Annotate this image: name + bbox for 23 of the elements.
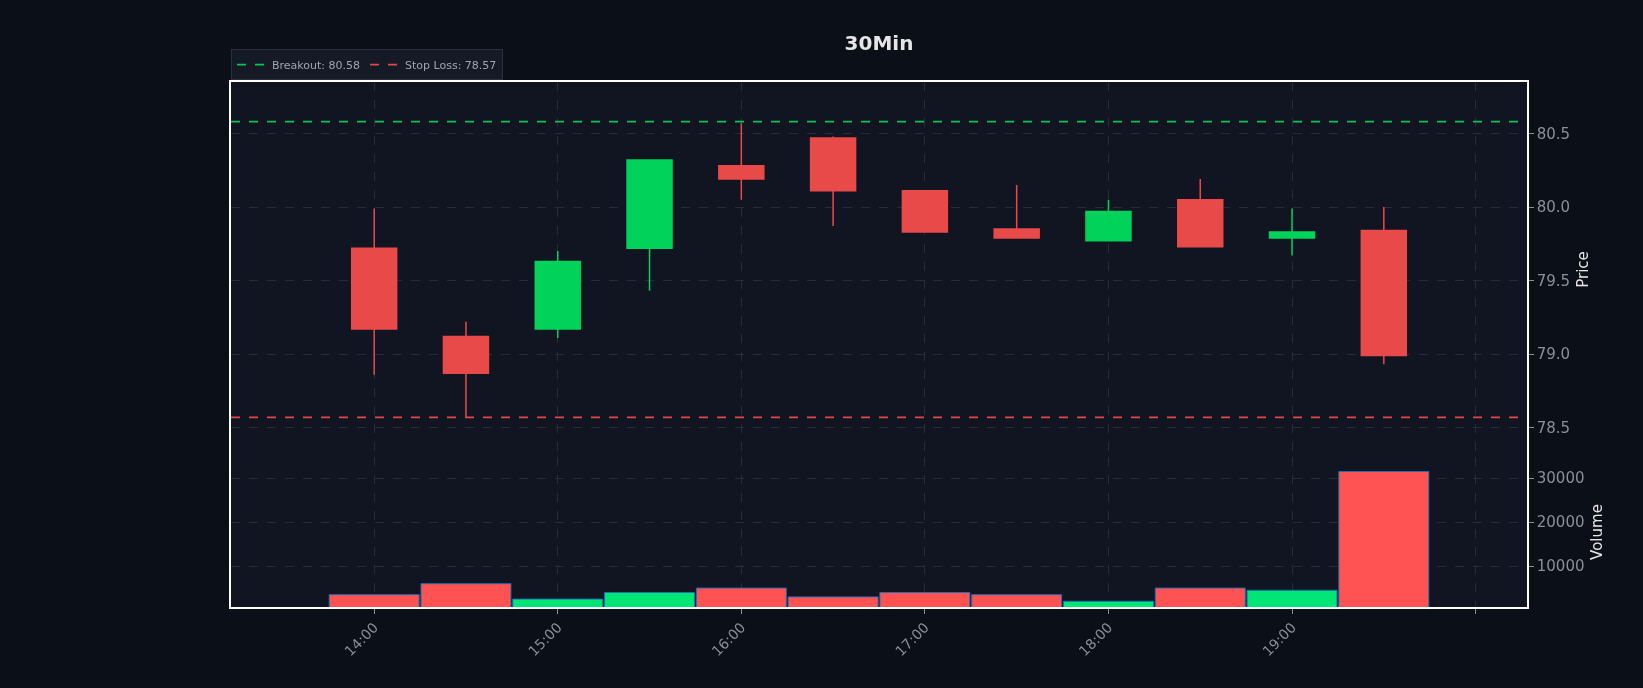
candlestick [1177, 178, 1224, 248]
candlestick [901, 190, 949, 233]
legend-label: Stop Loss: 78.57 [405, 58, 497, 72]
y-tick-label: 30000 [1536, 469, 1585, 488]
chart-title: 30Min [844, 31, 914, 55]
candlestick [993, 184, 1040, 239]
y-tick-label: 80.5 [1536, 124, 1571, 143]
candlestick [534, 250, 581, 339]
candlestick [1360, 206, 1408, 366]
y-axis-title: Price [1573, 251, 1592, 288]
legend-label: Breakout: 80.58 [272, 58, 361, 72]
y-tick-label: 78.5 [1536, 418, 1571, 437]
y-tick-label: 79.0 [1536, 345, 1571, 364]
y-axis-title: Volume [1587, 504, 1606, 560]
candlestick [1085, 198, 1132, 242]
candlestick [1268, 207, 1316, 257]
y-tick-label: 10000 [1536, 557, 1585, 576]
y-tick-label: 80.0 [1536, 198, 1571, 217]
candlestick [809, 135, 857, 227]
candlestick [718, 122, 765, 201]
y-tick-label: 20000 [1536, 513, 1585, 532]
y-tick-label: 79.5 [1536, 271, 1571, 290]
candlestick [626, 159, 673, 292]
